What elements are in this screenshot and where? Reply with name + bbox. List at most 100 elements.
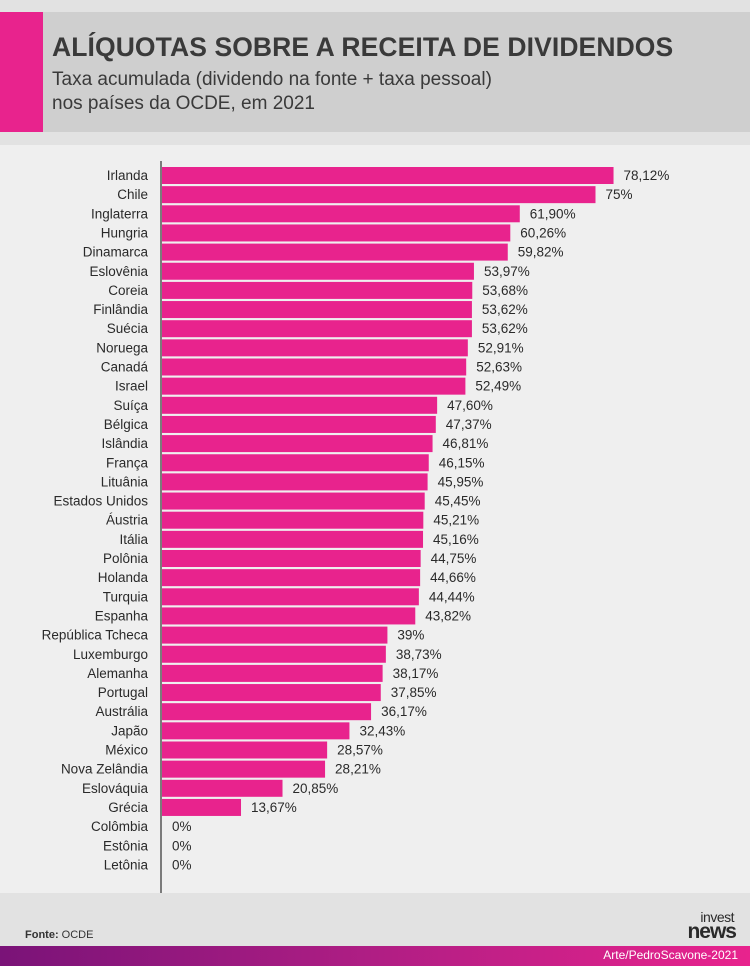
value-label: 78,12% [624,168,670,183]
category-label: Lituânia [101,474,149,489]
logo-text-news: news [687,920,737,943]
category-label: Bélgica [104,417,149,432]
bar [162,760,326,778]
bar-chart: Irlanda 78,12% Chile 75% Inglaterra 61,90% Hun… [42,161,670,893]
value-label: 44,75% [431,551,477,566]
category-label: Colômbia [91,819,149,834]
bar [162,415,436,433]
bar [162,492,425,510]
chart-subtitle: Taxa acumulada (dividendo na fonte + tax… [52,68,492,116]
value-label: 43,82% [425,608,471,623]
value-label: 45,21% [433,513,479,528]
value-label: 36,17% [381,704,427,719]
category-label: Inglaterra [91,206,149,221]
category-label: Coreia [108,283,148,298]
bar [162,741,328,759]
header-accent-bar [0,12,43,132]
bar [162,358,467,376]
value-label: 44,44% [429,589,475,604]
value-label: 59,82% [518,245,564,260]
value-label: 52,63% [476,360,522,375]
value-label: 38,17% [393,666,439,681]
header: ALÍQUOTAS SOBRE A RECEITA DE DIVIDENDOS … [0,12,750,132]
value-label: 28,21% [335,762,381,777]
bar [162,224,511,242]
bar [162,301,472,319]
value-label: 0% [172,838,192,853]
bar [162,588,419,606]
bar [162,454,429,472]
category-label: França [106,455,149,470]
bar [162,684,381,702]
value-label: 44,66% [430,570,476,585]
value-label: 53,62% [482,302,528,317]
bar [162,205,520,223]
value-label: 0% [172,819,192,834]
category-label: Áustria [106,513,149,528]
category-label: Estados Unidos [53,494,148,509]
category-label: República Tcheca [42,628,149,643]
category-label: Estônia [103,838,149,853]
value-label: 46,15% [439,455,485,470]
value-label: 38,73% [396,647,442,662]
value-label: 20,85% [293,781,339,796]
bar [162,550,421,567]
bar [162,243,508,261]
bar [162,167,614,184]
category-label: Hungria [101,225,149,240]
category-label: Itália [119,532,148,547]
bar [162,320,472,338]
source-note: Fonte: OCDE [25,929,93,941]
value-label: 53,68% [482,283,528,298]
category-label: Chile [117,187,148,202]
bar [162,281,473,299]
bar [162,377,466,395]
category-label: Noruega [96,340,148,355]
value-label: 53,97% [484,264,530,279]
bar [162,569,421,587]
value-label: 28,57% [337,743,383,758]
value-label: 47,60% [447,398,493,413]
bar [162,703,372,721]
category-label: Luxemburgo [73,647,148,662]
value-label: 47,37% [446,417,492,432]
bar [162,396,438,414]
footer-bar: Arte/PedroScavone-2021 [0,946,750,966]
value-label: 37,85% [391,685,437,700]
bar [162,262,474,280]
bar [162,664,383,682]
category-label: Austrália [95,704,148,719]
category-label: Nova Zelândia [61,762,149,777]
subtitle-line-1: Taxa acumulada (dividendo na fonte + tax… [52,69,492,90]
category-label: Alemanha [87,666,148,681]
value-label: 39% [397,628,424,643]
category-label: Canadá [101,360,149,375]
category-label: Espanha [95,608,149,623]
category-label: México [105,743,148,758]
value-label: 45,95% [438,474,484,489]
bar [162,435,433,453]
chart-title: ALÍQUOTAS SOBRE A RECEITA DE DIVIDENDOS [52,32,674,62]
value-label: 61,90% [530,206,576,221]
bar [162,186,596,204]
subtitle-line-2: nos países da OCDE, em 2021 [52,93,315,114]
logo-text-invest: invest [700,909,734,925]
category-label: Holanda [98,570,149,585]
category-label: Polônia [103,551,149,566]
category-label: Israel [115,379,148,394]
bar [162,779,283,797]
bar [162,511,424,529]
value-label: 53,62% [482,321,528,336]
category-label: Finlândia [93,302,148,317]
source-label: Fonte: [25,929,59,941]
bar [162,339,468,357]
category-label: Suécia [107,321,149,336]
value-label: 75% [606,187,633,202]
category-label: Turquia [103,589,149,604]
value-label: 46,81% [443,436,489,451]
category-label: Portugal [98,685,148,700]
value-label: 45,45% [435,494,481,509]
category-label: Japão [111,723,148,738]
bar [162,473,428,491]
category-label: Suíça [113,398,148,413]
